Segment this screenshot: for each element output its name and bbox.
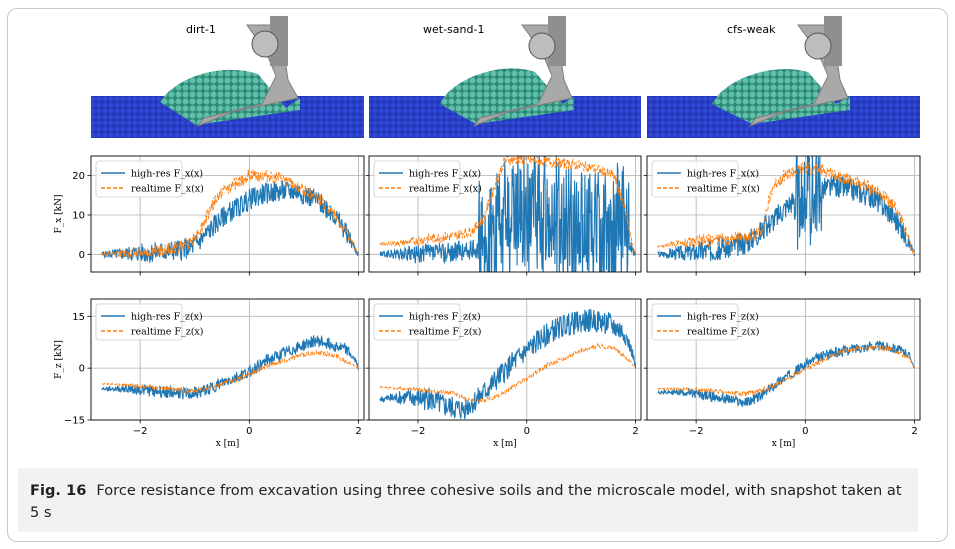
- legend-label: high-res F_z(x): [409, 312, 481, 323]
- y-tick-label: 15: [72, 312, 85, 323]
- legend: high-res F_x(x) realtime F_x(x): [651, 160, 760, 198]
- plot-frame: [368, 298, 642, 421]
- chart-Fx-cfs-weak: high-res F_x(x) realtime F_x(x): [643, 155, 921, 276]
- series-realtime: [379, 156, 637, 256]
- y-tick-label: 0: [79, 364, 85, 375]
- y-axis-label: F_x [kN]: [54, 194, 64, 233]
- legend-box: [651, 303, 739, 341]
- y-tick-label: 20: [72, 171, 85, 182]
- chart-Fz-wet-sand-1: −2 0 2 x [m] high-res F_z(x) realtime F_z(x): [365, 298, 642, 449]
- legend-box: [651, 160, 739, 198]
- legend-label: high-res F_x(x): [409, 169, 481, 180]
- x-axis-label: x [m]: [772, 439, 796, 449]
- legend-label: realtime F_x(x): [687, 184, 760, 195]
- snapshot-dirt-1: dirt-1: [91, 16, 364, 138]
- plot-frame: [90, 155, 365, 273]
- series-high-res: [379, 156, 637, 272]
- legend-label: high-res F_x(x): [687, 169, 759, 180]
- caption-text: Force resistance from excavation using t…: [30, 482, 902, 521]
- series-high-res: [657, 156, 916, 261]
- plot-frame: [646, 298, 921, 421]
- x-tick-label: −2: [411, 426, 426, 437]
- legend-box: [373, 160, 461, 198]
- x-tick-label: 2: [911, 426, 917, 437]
- series-realtime: [101, 169, 359, 259]
- legend-box: [95, 303, 183, 341]
- series-realtime: [657, 162, 915, 257]
- legend-label: high-res F_z(x): [687, 312, 759, 323]
- plot-frame: [368, 155, 642, 273]
- legend-label: high-res F_z(x): [131, 312, 203, 323]
- snapshot-cfs-weak: cfs-weak: [647, 16, 920, 138]
- series-high-res: [379, 309, 637, 420]
- legend: high-res F_x(x) realtime F_x(x): [373, 160, 482, 198]
- x-tick-label: 2: [355, 426, 361, 437]
- x-tick-label: 0: [524, 426, 530, 437]
- figure-caption: Fig. 16 Force resistance from excavation …: [18, 468, 918, 532]
- legend: high-res F_x(x) realtime F_x(x): [95, 160, 204, 198]
- caption-label: Fig. 16: [30, 482, 87, 499]
- y-tick-label: −15: [64, 416, 85, 427]
- legend: high-res F_z(x) realtime F_z(x): [373, 303, 482, 341]
- legend-box: [95, 160, 183, 198]
- legend-label: realtime F_z(x): [131, 327, 204, 338]
- chart-Fz-cfs-weak: −2 0 2 x [m] high-res F_z(x) realtime F_z(x): [643, 298, 921, 449]
- series-realtime: [101, 349, 359, 395]
- legend-label: realtime F_z(x): [409, 327, 482, 338]
- x-axis-label: x [m]: [493, 439, 517, 449]
- x-tick-label: 0: [246, 426, 252, 437]
- chart-Fz-dirt-1: −2 0 2 −15 0 15 F_z [kN] x [m] high-res F_z(x)re…: [54, 298, 365, 449]
- chart-Fx-wet-sand-1: high-res F_x(x) realtime F_x(x): [365, 155, 642, 276]
- y-axis-label: F_z [kN]: [54, 340, 64, 379]
- series-realtime: [379, 342, 637, 404]
- y-tick-label: 0: [79, 250, 85, 261]
- legend: high-res F_z(x) realtime F_z(x): [95, 303, 204, 341]
- y-tick-label: 10: [72, 210, 85, 221]
- panel-title-3: cfs-weak: [727, 23, 776, 36]
- panel-title-1: dirt-1: [186, 23, 216, 36]
- series-high-res: [657, 340, 915, 407]
- chart-Fx-dirt-1: 0 10 20 F_x [kN] high-res F_x(x) realtime F_x…: [54, 155, 365, 276]
- legend-label: realtime F_z(x): [687, 327, 760, 338]
- legend-label: realtime F_x(x): [131, 184, 204, 195]
- x-tick-label: −2: [133, 426, 148, 437]
- legend: high-res F_z(x) realtime F_z(x): [651, 303, 760, 341]
- legend-box: [373, 303, 461, 341]
- x-tick-label: 0: [802, 426, 808, 437]
- legend-label: realtime F_x(x): [409, 184, 482, 195]
- x-tick-label: −2: [689, 426, 704, 437]
- x-axis-label: x [m]: [216, 439, 240, 449]
- plot-frame: [646, 155, 921, 273]
- series-realtime: [657, 343, 915, 397]
- plot-frame: [90, 298, 365, 421]
- x-tick-label: 2: [632, 426, 638, 437]
- legend-label: high-res F_x(x): [131, 169, 203, 180]
- snapshot-wet-sand-1: wet-sand-1: [369, 16, 641, 138]
- panel-title-2: wet-sand-1: [423, 23, 484, 36]
